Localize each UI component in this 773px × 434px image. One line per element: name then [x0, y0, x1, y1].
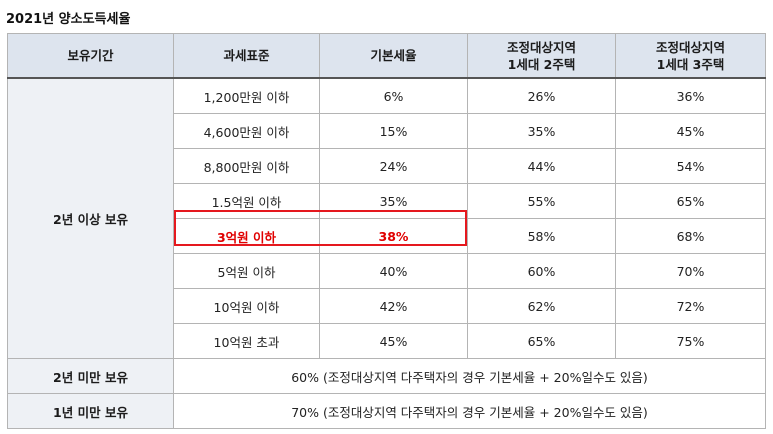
three-homes-rate-cell: 68%	[615, 218, 766, 254]
table-row: 1.5억원 이하 35% 55% 65%	[8, 183, 766, 219]
table-row-highlighted: 3억원 이하 38% 58% 68%	[8, 218, 766, 254]
three-homes-rate-cell: 65%	[615, 183, 766, 219]
tax-base-cell: 1.5억원 이하	[173, 183, 320, 219]
three-homes-rate-cell: 54%	[615, 148, 766, 184]
basic-rate-cell: 24%	[319, 148, 468, 184]
column-header-adjusted-2-homes: 조정대상지역 1세대 2주택	[467, 33, 616, 79]
tax-base-cell: 3억원 이하	[173, 218, 320, 254]
basic-rate-cell: 45%	[319, 323, 468, 359]
table-row: 1년 미만 보유 70% (조정대상지역 다주택자의 경우 기본세율 + 20%…	[7, 393, 766, 429]
two-homes-rate-cell: 60%	[467, 253, 616, 289]
three-homes-rate-cell: 75%	[615, 323, 766, 359]
two-homes-rate-cell: 35%	[467, 113, 616, 149]
table-row: 10억원 이하 42% 62% 72%	[8, 288, 766, 324]
basic-rate-cell: 6%	[319, 77, 468, 114]
three-homes-rate-cell: 70%	[615, 253, 766, 289]
column-header-period: 보유기간	[7, 33, 174, 79]
table-row: 2년 이상 보유 1,200만원 이하 6% 26% 36%	[7, 77, 766, 359]
basic-rate-cell: 35%	[319, 183, 468, 219]
tax-base-cell: 10억원 이하	[173, 288, 320, 324]
basic-rate-cell: 40%	[319, 253, 468, 289]
two-homes-rate-cell: 58%	[467, 218, 616, 254]
three-homes-rate-cell: 72%	[615, 288, 766, 324]
basic-rate-cell: 38%	[319, 218, 468, 254]
tax-base-cell: 10억원 초과	[173, 323, 320, 359]
column-header-line: 1세대 3주택	[656, 56, 725, 72]
page-title: 2021년 양소도득세율	[6, 12, 131, 27]
tax-base-cell: 4,600만원 이하	[173, 113, 320, 149]
table-row: 5억원 이하 40% 60% 70%	[8, 253, 766, 289]
column-header-line: 조정대상지역	[655, 39, 725, 55]
table-row: 2년 미만 보유 60% (조정대상지역 다주택자의 경우 기본세율 + 20%…	[7, 358, 766, 394]
two-homes-rate-cell: 44%	[467, 148, 616, 184]
tax-rate-table: 보유기간 과세표준 기본세율 조정대상지역 1세대 2주택 조정대상지역 1세대…	[7, 33, 766, 429]
table-row: 10억원 초과 45% 65% 75%	[8, 323, 766, 359]
period-cell: 2년 미만 보유	[7, 358, 174, 394]
column-header-adjusted-3-homes: 조정대상지역 1세대 3주택	[615, 33, 766, 79]
tax-base-cell: 1,200만원 이하	[173, 77, 320, 114]
column-header-line: 조정대상지역	[506, 39, 576, 55]
three-homes-rate-cell: 45%	[615, 113, 766, 149]
column-header-tax-base: 과세표준	[173, 33, 320, 79]
period-cell: 1년 미만 보유	[7, 393, 174, 429]
basic-rate-cell: 42%	[319, 288, 468, 324]
column-header-basic-rate: 기본세율	[319, 33, 468, 79]
rate-note-cell: 60% (조정대상지역 다주택자의 경우 기본세율 + 20%일수도 있음)	[173, 358, 766, 394]
table-row: 8,800만원 이하 24% 44% 54%	[8, 148, 766, 184]
two-homes-rate-cell: 26%	[467, 77, 616, 114]
two-homes-rate-cell: 55%	[467, 183, 616, 219]
tax-base-cell: 8,800만원 이하	[173, 148, 320, 184]
table-header-row: 보유기간 과세표준 기본세율 조정대상지역 1세대 2주택 조정대상지역 1세대…	[7, 33, 766, 79]
two-homes-rate-cell: 62%	[467, 288, 616, 324]
rate-note-cell: 70% (조정대상지역 다주택자의 경우 기본세율 + 20%일수도 있음)	[173, 393, 766, 429]
three-homes-rate-cell: 36%	[615, 77, 766, 114]
basic-rate-cell: 15%	[319, 113, 468, 149]
table-row: 4,600만원 이하 15% 35% 45%	[8, 113, 766, 149]
two-homes-rate-cell: 65%	[467, 323, 616, 359]
column-header-line: 1세대 2주택	[507, 56, 576, 72]
tax-base-cell: 5억원 이하	[173, 253, 320, 289]
period-cell: 2년 이상 보유	[7, 77, 174, 359]
